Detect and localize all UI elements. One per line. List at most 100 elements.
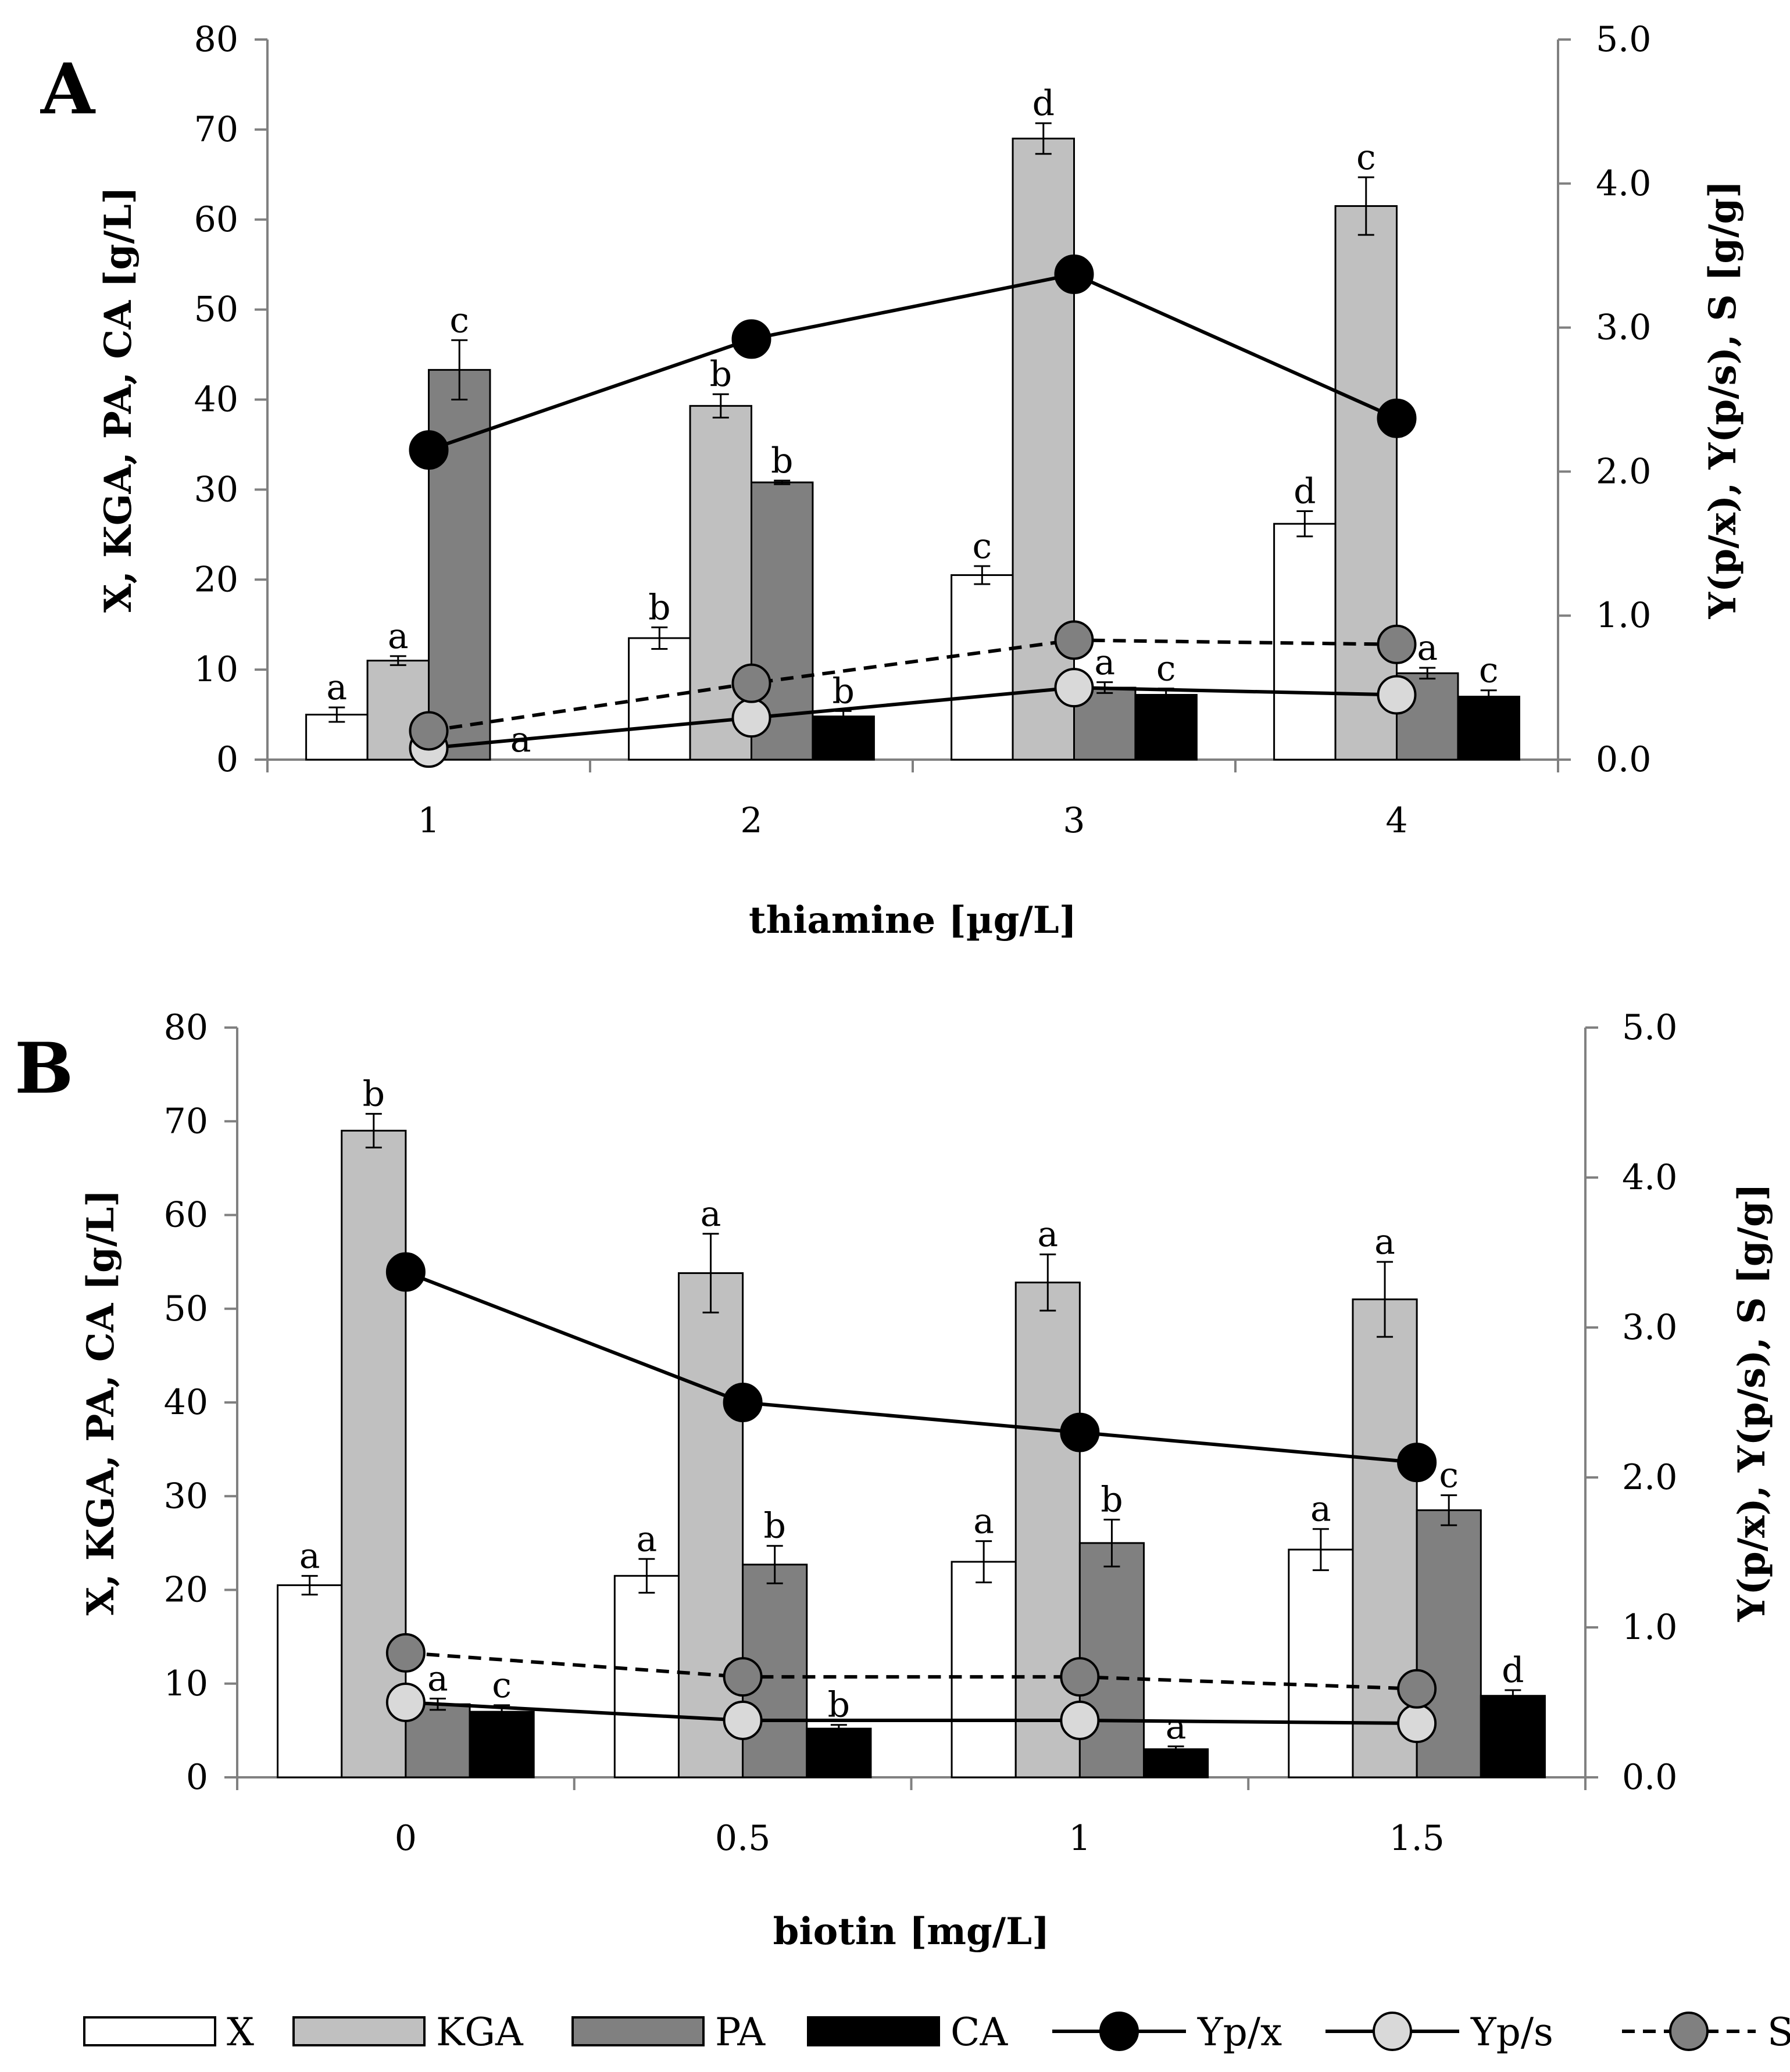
legend-kga-swatch [292,2016,426,2046]
panel-a-line-yp-x-point-1 [409,430,449,470]
panel-a-left-tick-label: 0 [216,739,238,780]
panel-a-bar-kga-1-significance-label: a [388,616,409,657]
panel-b-right-tick-label: 5.0 [1622,1007,1677,1048]
legend-x-swatch [83,2016,216,2046]
panel-b-right-tick-label: 0.0 [1622,1757,1677,1798]
panel-b-bar-pa-1-significance-label: a [427,1659,448,1699]
panel-b-line-yp-s-point-3 [1060,1700,1100,1740]
legend-pa-swatch [571,2016,705,2046]
panel-b-line-yp-x-point-4 [1397,1443,1437,1483]
legend-ca-swatch [807,2016,940,2046]
panel-a-left-tick-label: 10 [194,649,238,690]
legend-ca-label: CA [951,2010,1008,2055]
legend-yp-x-label: Yp/x [1197,2010,1282,2055]
panel-b-y-axis-right-title: Y(p/x), Y(p/s), S [g/g] [1730,1183,1774,1622]
panel-a-bar-pa-1-significance-label: c [449,300,469,341]
panel-a-bar-kga-2-significance-label: b [710,354,732,395]
panel-b-x-tick-label: 0 [395,1818,417,1859]
panel-a-bar-ca-3-significance-label: c [1156,649,1176,689]
panel-a-chart: A 0 10 20 30 40 50 60 70 80 0.0 1.0 2.0 3.0 4.0 5.0 1 2 3 4… [40,19,1745,942]
panel-a-line-yp-x-point-4 [1377,398,1417,438]
legend-yp-x-marker [1099,2012,1139,2051]
panel-a-bar-kga-4 [1334,205,1398,761]
panel-a-right-tick-label: 1.0 [1596,595,1651,636]
panel-b-line-yp-x-point-2 [723,1383,763,1422]
panel-b-bar-x-4-significance-label: a [1310,1489,1331,1530]
panel-a-line-yp-s-point-4 [1377,675,1417,715]
panel-b-bar-ca-3-significance-label: a [1166,1706,1187,1747]
panel-b-bar-kga-4-significance-label: a [1374,1222,1395,1262]
panel-a-bar-kga-3 [1012,137,1076,761]
panel-b-bar-pa-3-significance-label: b [1101,1480,1123,1520]
panel-a-left-tick-label: 40 [194,380,238,420]
panel-b-bar-kga-1 [341,1129,407,1778]
panel-a-left-tick-label: 20 [194,559,238,600]
panel-b-right-tick-label: 1.0 [1622,1607,1677,1648]
panel-b-y-axis-title: X, KGA, PA, CA [g/L] [79,1190,123,1616]
panel-a-letter: A [40,48,96,130]
panel-a-x-tick-label: 2 [740,800,762,841]
panel-b-line-yp-x-point-1 [385,1252,426,1292]
panel-a-left-tick-label: 30 [194,469,238,510]
panel-b-bar-kga-3-significance-label: a [1037,1214,1058,1255]
panel-b-line-s-point-2 [723,1657,763,1697]
panel-a-bar-ca-2 [812,715,875,761]
panel-b-left-tick-label: 50 [164,1289,208,1329]
panel-a-bar-pa-1 [428,368,491,761]
panel-a-left-tick-label: 60 [194,199,238,240]
panel-b-line-yp-s-point-2 [723,1700,763,1740]
legend-kga-label: KGA [436,2010,524,2055]
panel-a-line-s-point-4 [1377,624,1417,664]
panel-b-line-yp-s-point-4 [1397,1704,1437,1744]
panel-b-line-yp-x-point-3 [1060,1412,1100,1452]
panel-b-x-tick-label: 0.5 [715,1818,770,1859]
panel-b-bar-x-2-significance-label: a [637,1519,658,1559]
panel-a-line-yp-s-point-2 [731,698,771,738]
panel-b-line-s-point-3 [1060,1657,1100,1697]
panel-b-bar-x-4 [1288,1548,1354,1778]
panel-b-left-tick-label: 10 [164,1663,208,1704]
panel-b-x-axis-title: biotin [mg/L] [773,1910,1050,1953]
legend-yp-s-label: Yp/s [1470,2010,1553,2055]
panel-a-bar-x-1-significance-label: a [326,667,347,708]
panel-a-bar-x-2-significance-label: b [648,587,670,628]
panel-b-right-tick-label: 2.0 [1622,1457,1677,1498]
panel-b-chart: B 0 10 20 30 40 50 60 70 80 0.0 1.0 2.0 3.0 4.0 5.0 0 0.5… [15,1007,1774,1953]
panel-a-line-yp-x-point-3 [1054,254,1094,294]
panel-b-bar-x-3-significance-label: a [973,1501,994,1542]
legend-yp-s-marker [1373,2012,1412,2051]
legend-x-label: X [227,2010,254,2055]
panel-a-line-yp-x [428,272,1398,452]
panel-a-right-tick-label: 5.0 [1596,19,1651,60]
panel-a-bar-ca-2-significance-label: b [832,671,854,711]
panel-b-right-tick-label: 3.0 [1622,1307,1677,1348]
panel-a-left-tick-label: 50 [194,289,238,330]
panel-a-y-axis-title: X, KGA, PA, CA [g/L] [97,187,140,613]
panel-a-bar-x-3-significance-label: c [973,526,992,567]
panel-a-x-tick-label: 3 [1063,800,1085,841]
panel-b-bar-pa-2-significance-label: b [763,1506,785,1547]
panel-a-left-tick-label: 80 [194,19,238,60]
panel-a-x-axis-title: thiamine [µg/L] [749,899,1077,942]
panel-a-line-s-point-2 [731,663,771,703]
panel-b-right-tick-label: 4.0 [1622,1157,1677,1198]
legend-pa-label: PA [715,2010,766,2055]
panel-a-x-tick-label: 1 [417,800,440,841]
panel-b-left-tick-label: 30 [164,1476,208,1516]
panel-a-bar-ca-3 [1134,693,1198,761]
panel-b-bar-ca-4-significance-label: d [1502,1650,1524,1691]
panel-a-bar-pa-3-significance-label: a [1094,642,1115,683]
panel-a-y-axis-right-title: Y(p/x), Y(p/s), S [g/g] [1701,181,1745,620]
panel-b-line-yp-s-point-1 [385,1683,426,1722]
panel-b-bar-pa-4-significance-label: c [1439,1455,1459,1496]
panel-a-right-tick-label: 4.0 [1596,163,1651,204]
panel-b-bar-kga-2-significance-label: a [701,1194,721,1234]
panel-a-right-tick-label: 0.0 [1596,739,1651,780]
panel-b-bar-ca-4 [1480,1695,1546,1778]
panel-b-line-s-point-4 [1397,1669,1437,1709]
panel-a-left-tick-label: 70 [194,109,238,150]
panel-b-bar-kga-2 [677,1272,744,1778]
panel-b-bar-x-2 [613,1574,680,1778]
legend-s-marker [1669,2012,1709,2051]
